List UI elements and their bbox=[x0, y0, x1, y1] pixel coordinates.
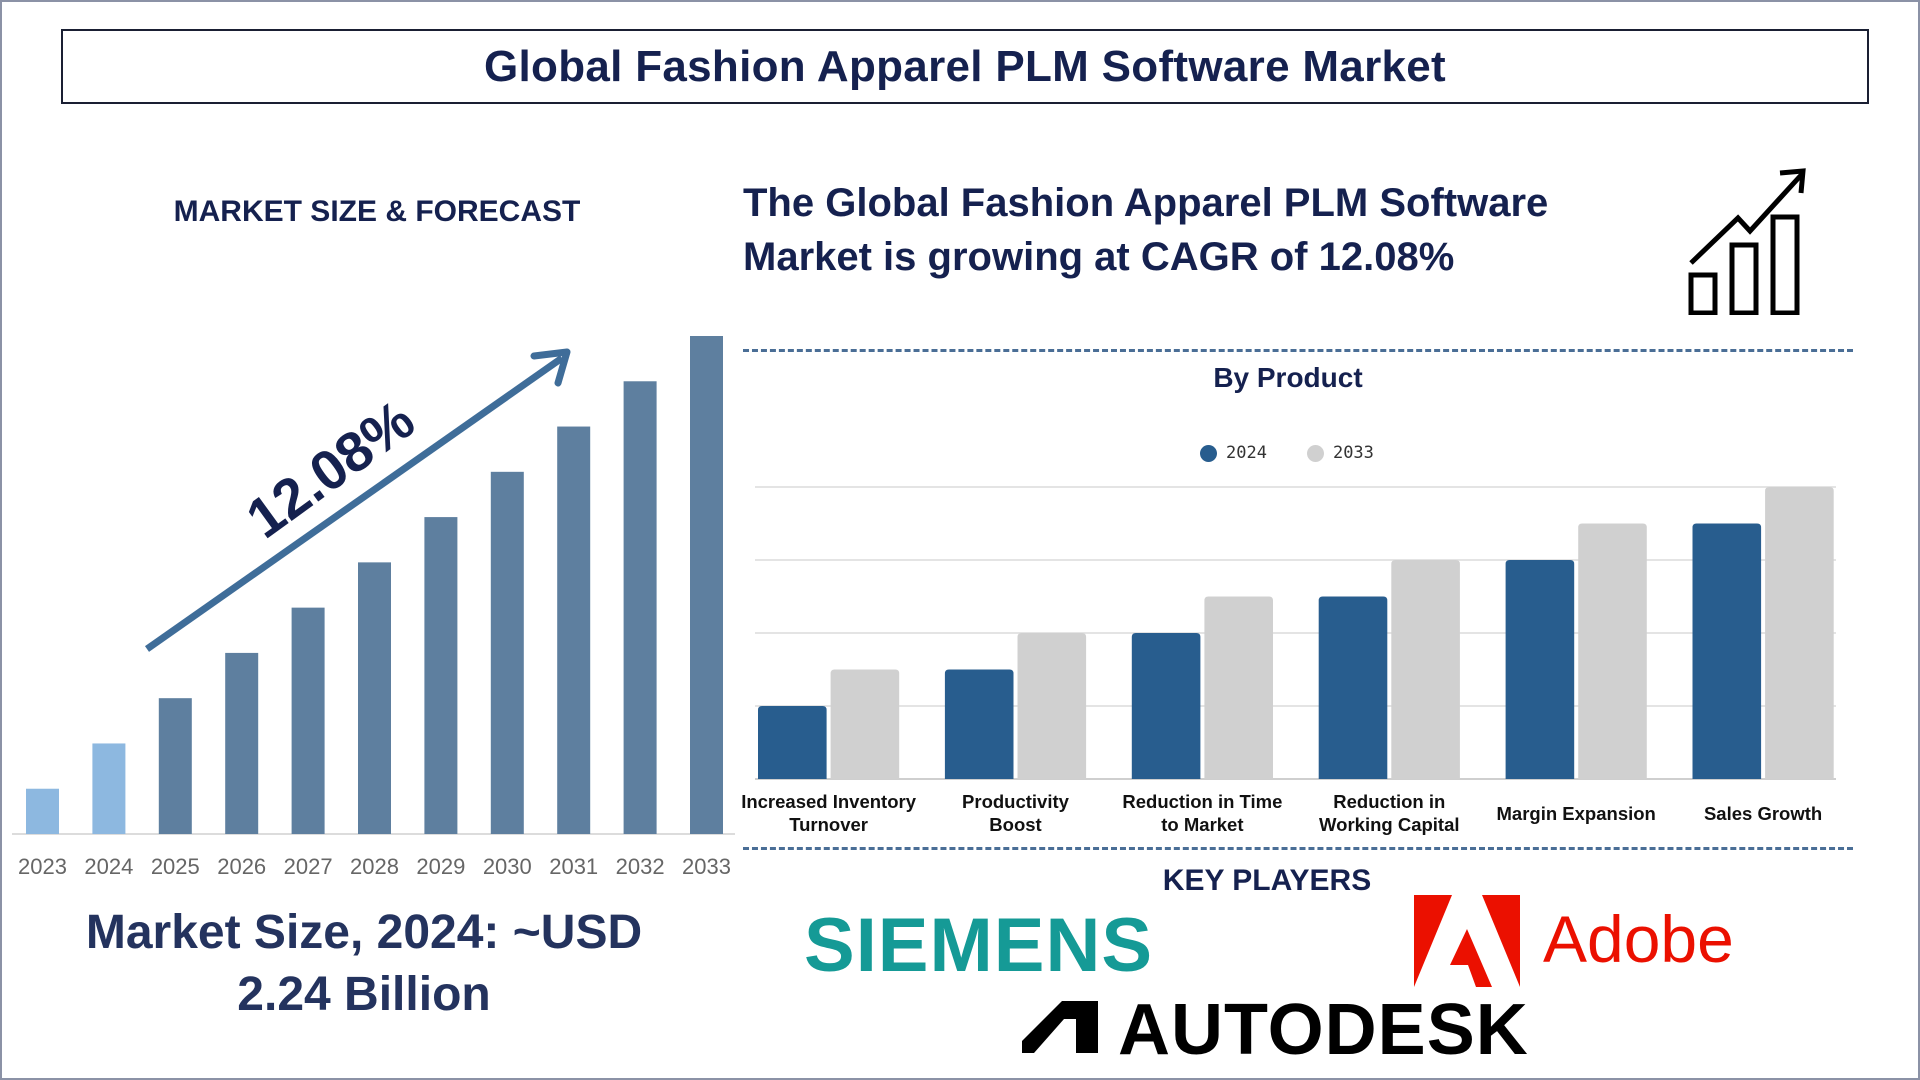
category-label: Margin Expansion bbox=[1496, 803, 1656, 824]
x-tick-label: 2025 bbox=[151, 854, 200, 879]
legend-dot-2033 bbox=[1306, 444, 1324, 462]
autodesk-mark-icon bbox=[1022, 1001, 1098, 1053]
x-tick-label: 2031 bbox=[549, 854, 598, 879]
bar-2024 bbox=[1692, 523, 1762, 779]
bar-2032 bbox=[623, 381, 657, 834]
bar-2033 bbox=[1765, 487, 1834, 779]
growth-chart-icon bbox=[1688, 168, 1806, 315]
headline-line-2: Market is growing at CAGR of 12.08% bbox=[743, 235, 1455, 279]
bar-2023 bbox=[26, 788, 59, 834]
bar-2031 bbox=[557, 426, 591, 834]
title-box: Global Fashion Apparel PLM Software Mark… bbox=[61, 29, 1869, 104]
by-product-title: By Product bbox=[1213, 362, 1363, 393]
bar-2029 bbox=[424, 517, 458, 834]
x-tick-label: 2027 bbox=[284, 854, 333, 879]
bar-2024 bbox=[1505, 560, 1575, 779]
siemens-logo: SIEMENS bbox=[804, 903, 1154, 988]
bar-2033 bbox=[1204, 596, 1273, 779]
bar-2024 bbox=[92, 743, 126, 834]
category-label: Productivity Boost bbox=[962, 791, 1069, 835]
bar-2030 bbox=[490, 471, 524, 834]
growth-arrow-head bbox=[530, 348, 571, 387]
bar-2033 bbox=[1578, 523, 1647, 779]
legend-dot-2024 bbox=[1200, 444, 1217, 462]
headline-line-1: The Global Fashion Apparel PLM Software bbox=[743, 181, 1549, 225]
legend-label-2024: 2024 bbox=[1226, 443, 1267, 463]
x-tick-label: 2026 bbox=[217, 854, 266, 879]
bar-2025 bbox=[158, 698, 192, 834]
bar-2024 bbox=[1318, 596, 1388, 779]
x-tick-label: 2023 bbox=[18, 854, 67, 879]
bar-2033 bbox=[830, 669, 900, 779]
x-tick-label: 2028 bbox=[350, 854, 399, 879]
x-tick-label: 2032 bbox=[616, 854, 665, 879]
autodesk-logo: AUTODESK bbox=[1118, 990, 1529, 1070]
market-size-forecast-heading: MARKET SIZE & FORECAST bbox=[173, 195, 581, 228]
x-tick-label: 2030 bbox=[483, 854, 532, 879]
divider-bottom bbox=[743, 847, 1853, 850]
divider-top bbox=[743, 349, 1853, 352]
key-players-heading: KEY PLAYERS bbox=[1162, 864, 1372, 897]
bar-2033 bbox=[690, 336, 723, 834]
bar-2024 bbox=[944, 669, 1014, 779]
adobe-mark-icon bbox=[1414, 895, 1520, 987]
cagr-headline: The Global Fashion Apparel PLM Software … bbox=[743, 176, 1683, 284]
legend-item-2033: 2033 bbox=[1306, 443, 1374, 463]
category-label: Reduction in Time to Market bbox=[1122, 791, 1283, 835]
legend-item-2024: 2024 bbox=[1200, 443, 1267, 463]
category-label: Sales Growth bbox=[1703, 803, 1823, 824]
x-tick-label: 2033 bbox=[682, 854, 731, 879]
bar-2033 bbox=[1391, 560, 1460, 779]
x-tick-label: 2029 bbox=[416, 854, 465, 879]
market-size-line-1: Market Size, 2024: ~USD bbox=[85, 906, 643, 959]
bar-2024 bbox=[1131, 633, 1201, 779]
x-tick-label: 2024 bbox=[84, 854, 133, 879]
category-label: Reduction in Working Capital bbox=[1319, 791, 1460, 835]
market-size-line-2: 2.24 Billion bbox=[237, 968, 491, 1021]
bar-2026 bbox=[225, 652, 259, 834]
by-product-chart bbox=[755, 486, 1836, 780]
chart-legend: 2024 2033 bbox=[1200, 443, 1374, 463]
adobe-logo: Adobe bbox=[1543, 902, 1734, 976]
bar-2027 bbox=[291, 607, 325, 834]
market-forecast-chart: 2023 2024 2025 2026 2027 2028 2029 2030 2031 2032… bbox=[12, 336, 735, 879]
bar-2028 bbox=[358, 562, 391, 834]
market-size-text: Market Size, 2024: ~USD 2.24 Billion bbox=[14, 902, 714, 1026]
bar-2024 bbox=[758, 706, 827, 779]
category-label: Increased Inventory Turnover bbox=[741, 791, 916, 835]
legend-label-2033: 2033 bbox=[1332, 443, 1374, 463]
bar-2033 bbox=[1017, 633, 1087, 779]
growth-arrow-line bbox=[144, 355, 565, 652]
page-title: Global Fashion Apparel PLM Software Mark… bbox=[483, 41, 1446, 91]
